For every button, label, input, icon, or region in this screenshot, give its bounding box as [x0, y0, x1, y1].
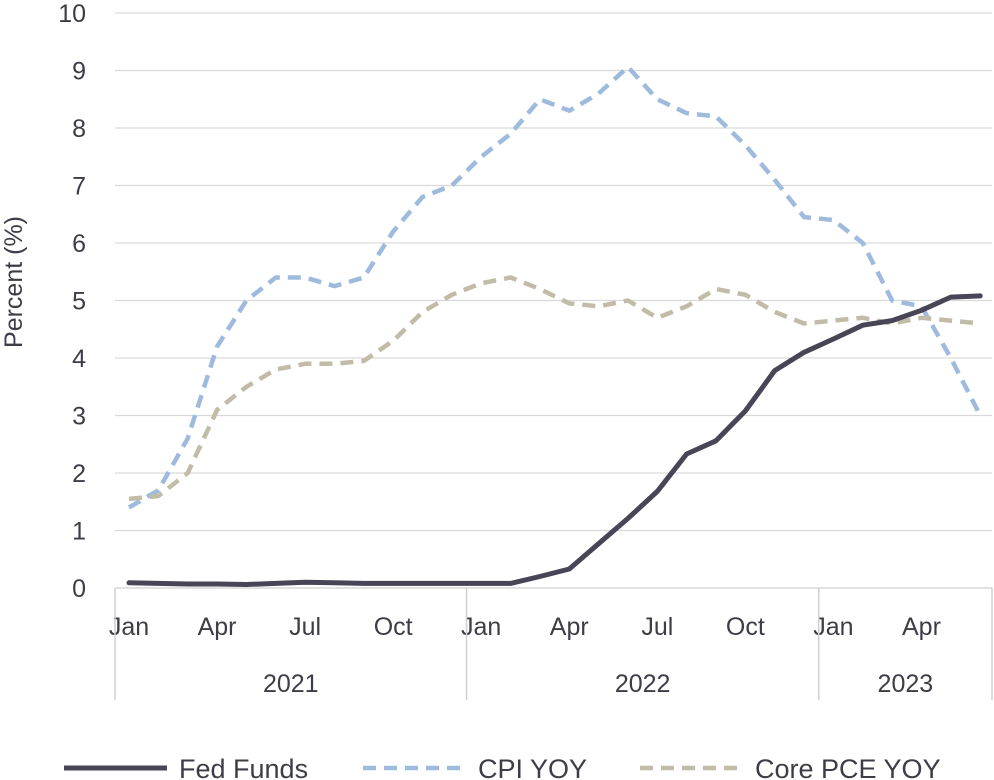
y-tick-label: 9: [72, 58, 86, 86]
legend-label-core-pce-yoy: Core PCE YOY: [755, 754, 941, 780]
x-tick-label: Jul: [641, 613, 673, 641]
x-tick-label: Apr: [198, 613, 237, 641]
series-line-fed-funds: [126, 293, 983, 587]
x-tick-label: Jul: [289, 613, 321, 641]
y-tick-label: 8: [72, 115, 86, 143]
y-tick-label: 2: [72, 460, 86, 488]
year-label: 2023: [878, 670, 934, 698]
y-tick-label: 0: [72, 575, 86, 603]
series-line-cpi-yoy: [127, 64, 983, 510]
y-tick-label: 5: [72, 288, 86, 316]
x-tick-label: Oct: [374, 613, 413, 641]
x-tick-label: Apr: [550, 613, 589, 641]
legend-label-cpi-yoy: CPI YOY: [478, 754, 587, 780]
y-tick-label: 1: [72, 518, 86, 546]
gridlines: [115, 12, 992, 589]
y-tick-label: 10: [58, 0, 86, 28]
year-label: 2021: [263, 670, 319, 698]
y-tick-label: 4: [72, 345, 86, 373]
legend-label-fed-funds: Fed Funds: [179, 754, 308, 780]
series-line-core-pce-yoy: [128, 275, 981, 502]
y-axis-title: Percent (%): [0, 216, 28, 348]
y-tick-label: 7: [72, 173, 86, 201]
x-tick-label: Apr: [902, 613, 941, 641]
x-tick-label: Oct: [726, 613, 765, 641]
y-tick-label: 6: [72, 230, 86, 258]
y-axis-ticks: 0 1 2 3 4 5 6 7 8 9 10: [58, 0, 86, 603]
year-label: 2022: [615, 670, 671, 698]
series-lines: [126, 64, 983, 587]
x-tick-label: Jan: [461, 613, 501, 641]
legend: Fed Funds CPI YOY Core PCE YOY: [64, 754, 941, 780]
x-tick-label: Jan: [813, 613, 853, 641]
y-tick-label: 3: [72, 403, 86, 431]
